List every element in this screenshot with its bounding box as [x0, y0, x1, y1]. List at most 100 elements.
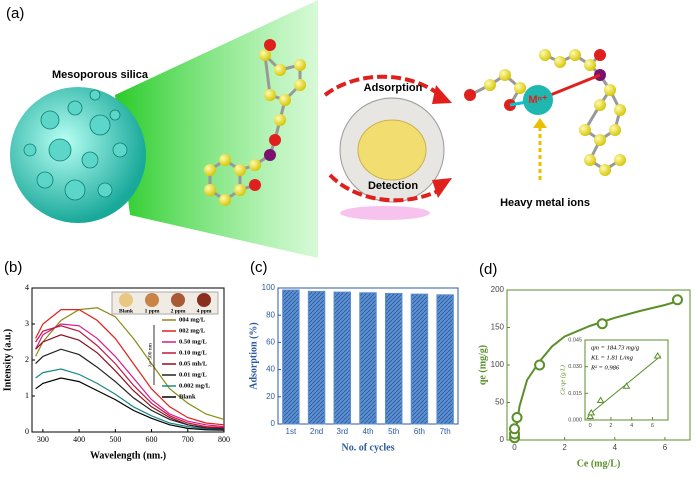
pore: [112, 142, 128, 158]
bond: [263, 54, 272, 96]
bar: [307, 290, 326, 425]
data-point: [534, 359, 546, 371]
atom: [594, 49, 606, 61]
y-tick-label: 50: [495, 398, 504, 407]
panel-label: (b): [4, 259, 22, 276]
arrow-head: [432, 178, 452, 198]
y-tick-label: 60: [266, 338, 275, 347]
legend-label: 0.002 mg/L: [179, 382, 211, 389]
x-axis-label: Ce (mg/L): [577, 458, 621, 469]
legend-label: 0.01 mg/L: [179, 371, 207, 378]
inset-label: 2 ppm: [171, 308, 186, 314]
data-point: [671, 294, 683, 306]
atom: [539, 49, 551, 61]
x-axis-label: No. of cycles: [341, 442, 394, 453]
panel-label: (a): [6, 5, 24, 22]
x-tick-label: 5th: [388, 427, 399, 436]
atom: [274, 64, 286, 76]
inset-label: Blank: [119, 308, 134, 314]
vial: [119, 293, 133, 307]
spectrum-line: [35, 325, 225, 429]
pore: [89, 89, 101, 101]
arrow-arc: [323, 74, 442, 97]
atom: [294, 59, 306, 71]
arrow-arc: [328, 173, 441, 203]
x-tick-label: 600: [146, 435, 158, 444]
adsorption-label: Adsorption: [364, 82, 423, 94]
silica-label: Mesoporous silica: [52, 69, 149, 81]
atom: [554, 56, 566, 68]
pore: [64, 179, 86, 201]
atom: [279, 94, 291, 106]
y-tick-label: 2: [25, 355, 29, 364]
x-tick-label: 700: [182, 435, 194, 444]
x-tick-label: 1st: [286, 427, 297, 436]
vial: [171, 293, 185, 307]
x-tick-label: 4th: [362, 427, 373, 436]
y-axis-label: Adsorption (%): [248, 322, 259, 390]
inset-note: R² = 0.986: [590, 364, 620, 371]
x-tick-label: 6: [651, 423, 654, 429]
vial: [145, 293, 159, 307]
bar: [333, 291, 352, 425]
y-axis-label: qe (mg/g): [477, 345, 488, 385]
y-tick-label: 0.045: [568, 337, 582, 343]
atom: [614, 104, 626, 116]
vial: [197, 293, 211, 307]
spectrum-line: [35, 377, 225, 431]
arrow-head: [533, 118, 547, 128]
arrow-head: [432, 85, 452, 104]
x-tick-label: 7th: [440, 427, 451, 436]
annotation: λ= 500 nm: [147, 342, 153, 367]
x-axis-label: Wavelength (nm.): [90, 450, 166, 461]
atom: [204, 164, 216, 176]
atom: [264, 89, 276, 101]
y-tick-label: 40: [266, 365, 275, 374]
atom: [599, 164, 611, 176]
bar: [410, 293, 429, 425]
y-tick-label: 0: [25, 427, 29, 436]
inset-point: [586, 412, 595, 419]
pore: [23, 143, 37, 157]
light-cone: [115, 0, 318, 258]
legend-label: Blank: [179, 393, 196, 400]
atom: [294, 79, 306, 91]
ion-label: Heavy metal ions: [500, 197, 590, 209]
x-tick-label: 2nd: [310, 427, 323, 436]
y-tick-label: 0.000: [568, 417, 582, 423]
atom: [249, 179, 261, 191]
pore: [81, 151, 99, 169]
x-tick-label: 4: [630, 423, 633, 429]
legend-label: 002 mg/L: [179, 327, 206, 334]
spectrum-line: [35, 309, 225, 426]
pore: [40, 110, 60, 130]
atom: [234, 164, 246, 176]
y-tick-label: 3: [25, 319, 29, 328]
atom: [274, 114, 286, 126]
inset-point: [596, 396, 605, 403]
atom: [614, 154, 626, 166]
inset-point: [653, 352, 662, 359]
x-tick-label: 3rd: [337, 427, 349, 436]
y-tick-label: 100: [262, 283, 276, 292]
pore: [48, 138, 72, 162]
pore: [109, 109, 121, 121]
inset-note: qm = 184.73 mg/g: [591, 344, 640, 351]
y-tick-label: 0.015: [568, 391, 582, 397]
bar: [359, 292, 377, 425]
x-tick-label: 6: [663, 443, 668, 452]
atom: [264, 149, 276, 161]
panel-label: (d): [479, 261, 497, 278]
x-tick-label: 4: [613, 443, 618, 452]
bar: [384, 292, 403, 425]
bar: [282, 289, 300, 425]
photo-inset: [111, 291, 219, 315]
atom: [584, 59, 596, 71]
inset-label: 1 ppm: [145, 308, 160, 314]
fit-curve: [513, 300, 678, 441]
x-tick-label: 500: [109, 435, 121, 444]
atom: [604, 84, 616, 96]
glow: [340, 206, 430, 220]
x-tick-label: 2: [609, 423, 612, 429]
